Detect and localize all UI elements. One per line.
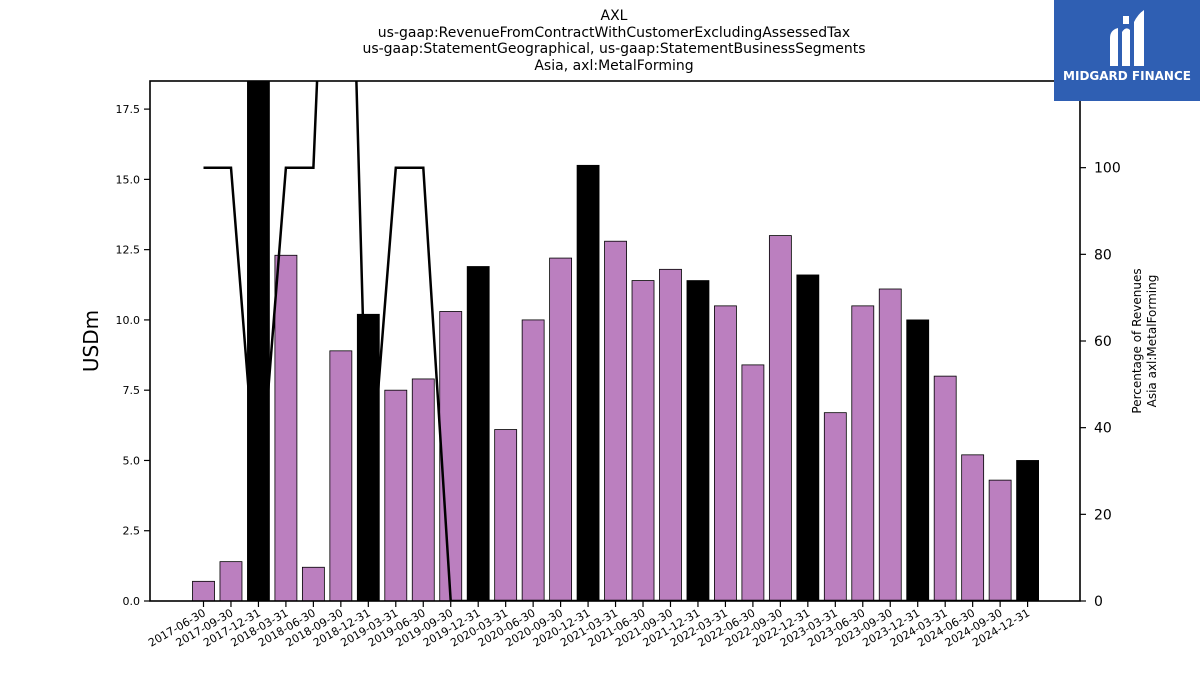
y-tick-label: 15.0 <box>116 173 141 186</box>
bar <box>878 288 902 601</box>
bar <box>384 389 408 601</box>
right-tick-label: 20 <box>1094 507 1112 523</box>
logo-text: MIDGARD FINANCE <box>1063 69 1191 83</box>
y-tick-label: 7.5 <box>123 384 141 397</box>
right-axis: 0 20 40 60 80 100 <box>1080 161 1121 610</box>
title-line-4: Asia, axl:MetalForming <box>534 58 693 74</box>
bar <box>851 305 875 601</box>
bar <box>741 364 765 601</box>
bar <box>247 81 270 601</box>
title-line-1: AXL <box>601 8 628 24</box>
bar <box>219 561 243 601</box>
right-axis-label-line-1: Percentage of Revenues <box>1130 268 1144 413</box>
bar <box>768 235 792 601</box>
title-line-3: us-gaap:StatementGeographical, us-gaap:S… <box>362 41 865 57</box>
right-tick-label: 100 <box>1094 161 1121 177</box>
right-axis-label-line-2: Asia axl:MetalForming <box>1145 275 1159 408</box>
bar <box>521 319 545 601</box>
y-tick-label: 0.0 <box>123 595 141 608</box>
right-axis-label: Percentage of Revenues Asia axl:MetalFor… <box>1130 268 1159 413</box>
bar <box>714 305 737 601</box>
bar <box>659 268 682 601</box>
bar <box>906 319 930 601</box>
bar <box>961 454 985 601</box>
right-tick-label: 0 <box>1094 594 1103 610</box>
bar <box>1016 460 1039 601</box>
bar <box>549 257 573 601</box>
chart-title: AXL us-gaap:RevenueFromContractWithCusto… <box>362 8 865 74</box>
bar <box>356 313 380 601</box>
title-line-2: us-gaap:RevenueFromContractWithCustomerE… <box>378 25 850 41</box>
bar <box>576 164 600 601</box>
bar <box>686 280 710 601</box>
y-axis-label: USDm <box>79 310 103 372</box>
bar <box>301 566 325 601</box>
bar <box>823 412 847 601</box>
midgard-logo-icon <box>1110 10 1144 66</box>
left-axis: 0.0 2.5 5.0 7.5 10.0 12.5 15.0 17.5 <box>116 103 150 608</box>
bar <box>796 274 820 601</box>
y-tick-label: 12.5 <box>116 244 141 257</box>
bar <box>604 240 627 601</box>
bar <box>329 350 353 601</box>
y-tick-label: 5.0 <box>123 454 141 467</box>
right-tick-label: 80 <box>1094 247 1112 263</box>
bar <box>411 378 435 601</box>
bar-series <box>192 81 1039 601</box>
midgard-finance-logo: MIDGARD FINANCE <box>1054 0 1200 101</box>
bar <box>933 375 957 601</box>
y-tick-label: 10.0 <box>116 314 141 327</box>
bar <box>466 266 490 601</box>
bar <box>988 479 1012 601</box>
bar <box>439 311 463 601</box>
x-axis: 2017-06-302017-09-302017-12-312018-03-31… <box>146 601 1032 650</box>
bar <box>192 580 215 601</box>
bar <box>494 429 518 601</box>
right-tick-label: 40 <box>1094 421 1112 437</box>
y-tick-label: 2.5 <box>123 525 141 538</box>
y-tick-label: 17.5 <box>116 103 141 116</box>
bar <box>274 254 298 601</box>
bar <box>631 280 655 601</box>
right-tick-label: 60 <box>1094 334 1112 350</box>
